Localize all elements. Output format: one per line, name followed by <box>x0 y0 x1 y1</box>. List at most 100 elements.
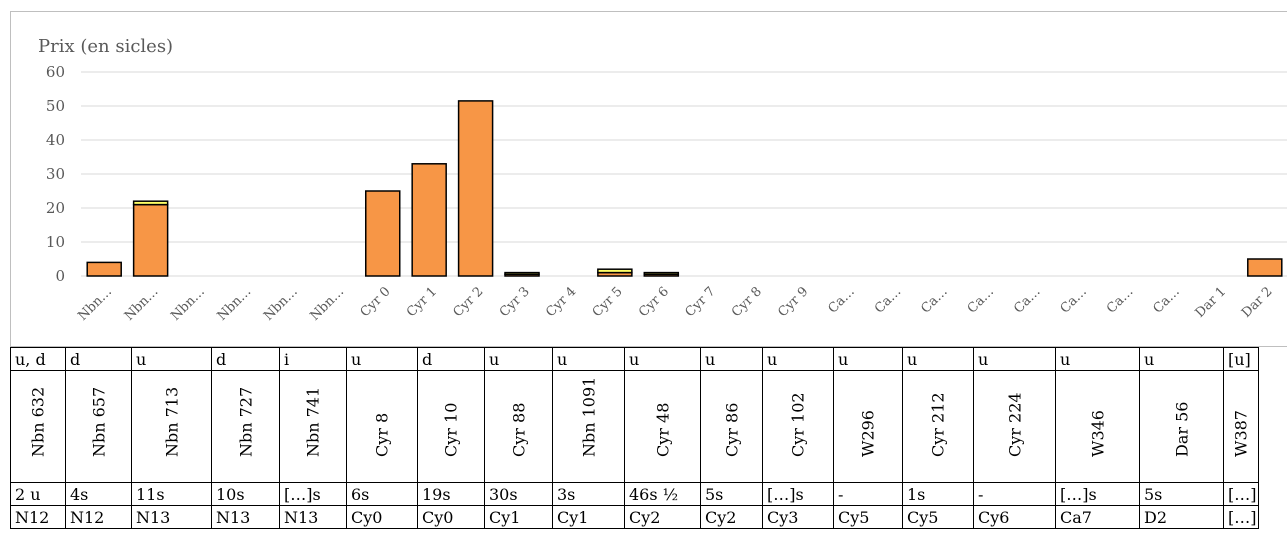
price-cell: […] <box>1223 482 1259 506</box>
x-tick-label: Dar 1 <box>1193 284 1230 321</box>
type-cell: u <box>346 347 418 371</box>
price-cell: - <box>833 482 903 506</box>
y-tick-label: 50 <box>46 97 65 115</box>
code-cell: N12 <box>65 505 132 529</box>
chart-area: Prix (en sicles) 0 10 20 30 40 50 60 Nbn… Nbn… N… <box>10 11 1287 347</box>
bar <box>457 100 494 277</box>
reference-label: Cyr 10 <box>441 402 461 457</box>
reference-label: Cyr 48 <box>653 402 672 457</box>
price-cell: 46s ½ <box>624 482 701 506</box>
x-tick-label: Cyr 7 <box>683 284 719 320</box>
x-tick-label: Cyr 4 <box>543 284 579 320</box>
y-tick-label: 30 <box>46 165 65 183</box>
reference-label: Nbn 657 <box>89 386 108 457</box>
price-cell: 1s <box>902 482 974 506</box>
code-cell: Cy2 <box>700 505 763 529</box>
x-tick-label: Dar 2 <box>1239 284 1276 321</box>
reference-cell: Nbn 632 <box>10 370 66 483</box>
reference-label: W387 <box>1231 410 1251 457</box>
reference-cell: W387 <box>1223 370 1259 483</box>
type-cell: u <box>762 347 834 371</box>
price-cell: 2 u <box>10 482 66 506</box>
x-tick-label: Cyr 8 <box>729 284 765 320</box>
x-tick-label: Ca… <box>965 284 997 316</box>
y-tick-label: 40 <box>46 131 65 149</box>
y-axis-title: Prix (en sicles) <box>38 36 173 57</box>
x-tick-label: Ca… <box>872 284 904 316</box>
reference-cell: Nbn 713 <box>131 370 212 483</box>
code-row: N12 N12 N13 N13 N13 Cy0 Cy0 Cy1 Cy1 Cy2 Cy2 Cy3 Cy5 C… <box>10 505 1259 529</box>
type-cell: i <box>279 347 347 371</box>
code-cell: N13 <box>279 505 347 529</box>
code-cell: N12 <box>10 505 66 529</box>
reference-label: W296 <box>858 410 878 457</box>
x-tick-label: Nbn… <box>75 284 115 324</box>
x-tick-label: Ca… <box>825 284 857 316</box>
code-cell: Cy6 <box>973 505 1056 529</box>
x-tick-label: Nbn… <box>215 284 255 324</box>
bar-segment <box>132 200 169 206</box>
reference-cell: Cyr 88 <box>484 370 553 483</box>
reference-cell: Dar 56 <box>1139 370 1224 483</box>
type-cell: u <box>1055 347 1140 371</box>
reference-label: Cyr 212 <box>928 392 948 457</box>
reference-label: Nbn 632 <box>28 386 48 457</box>
reference-cell: Cyr 8 <box>346 370 418 483</box>
x-tick-label: Nbn… <box>168 284 208 324</box>
type-cell: u <box>131 347 212 371</box>
y-tick-label: 60 <box>46 63 65 81</box>
reference-label: Cyr 88 <box>509 402 528 457</box>
reference-cell: Cyr 10 <box>417 370 485 483</box>
type-cell: u <box>902 347 974 371</box>
reference-label: Nbn 713 <box>162 386 181 457</box>
price-cell: 4s <box>65 482 132 506</box>
reference-label: Nbn 727 <box>236 386 255 457</box>
price-cell: 3s <box>552 482 625 506</box>
x-tick-label: Cyr 0 <box>358 284 394 320</box>
code-cell: Cy5 <box>902 505 974 529</box>
reference-label: Cyr 8 <box>372 412 392 457</box>
code-cell: Cy5 <box>833 505 903 529</box>
code-cell: Cy1 <box>484 505 553 529</box>
reference-cell: Nbn 727 <box>211 370 280 483</box>
bar <box>365 190 401 277</box>
reference-cell: Cyr 102 <box>762 370 834 483</box>
reference-label: Nbn 741 <box>303 386 323 457</box>
reference-label: Cyr 86 <box>722 402 741 457</box>
reference-cell: Cyr 224 <box>973 370 1056 483</box>
x-tick-label: Ca… <box>1058 284 1090 316</box>
reference-cell: W296 <box>833 370 903 483</box>
y-tick-label: 10 <box>46 233 65 251</box>
bar <box>411 163 447 277</box>
bar-segment <box>643 271 680 276</box>
type-cell: u <box>552 347 625 371</box>
price-cell: 10s <box>211 482 280 506</box>
bar-segment <box>597 268 633 274</box>
x-tick-label: Cyr 5 <box>590 284 626 320</box>
x-tick-label: Cyr 6 <box>636 284 672 320</box>
x-tick-label: Ca… <box>1011 284 1043 316</box>
type-cell: d <box>417 347 485 371</box>
reference-label: Cyr 224 <box>1005 392 1024 457</box>
x-tick-label: Nbn… <box>122 284 162 324</box>
code-cell: Cy0 <box>346 505 418 529</box>
price-cell: - <box>973 482 1056 506</box>
x-tick-label: Cyr 3 <box>497 284 533 320</box>
x-tick-label: Ca… <box>1104 284 1136 316</box>
x-tick-label: Cyr 1 <box>404 284 440 320</box>
type-row: u, d d u d i u d u u u u u u u u u u [u] <box>10 347 1259 371</box>
x-tick-label: Ca… <box>918 284 950 316</box>
bar <box>132 203 169 277</box>
code-cell: Cy1 <box>552 505 625 529</box>
type-cell: u <box>700 347 763 371</box>
reference-cell: Cyr 86 <box>700 370 763 483</box>
type-cell: u <box>973 347 1056 371</box>
code-cell: D2 <box>1139 505 1224 529</box>
reference-cell: Cyr 48 <box>624 370 701 483</box>
price-row: 2 u 4s 11s 10s […]s 6s 19s 30s 3s 46s ½ 5s […]s -1s -… <box>10 482 1259 506</box>
y-tick-label: 20 <box>46 199 65 217</box>
code-cell: N13 <box>131 505 212 529</box>
reference-label: Nbn 1091 <box>579 376 598 457</box>
x-tick-label: Cyr 9 <box>775 284 811 320</box>
